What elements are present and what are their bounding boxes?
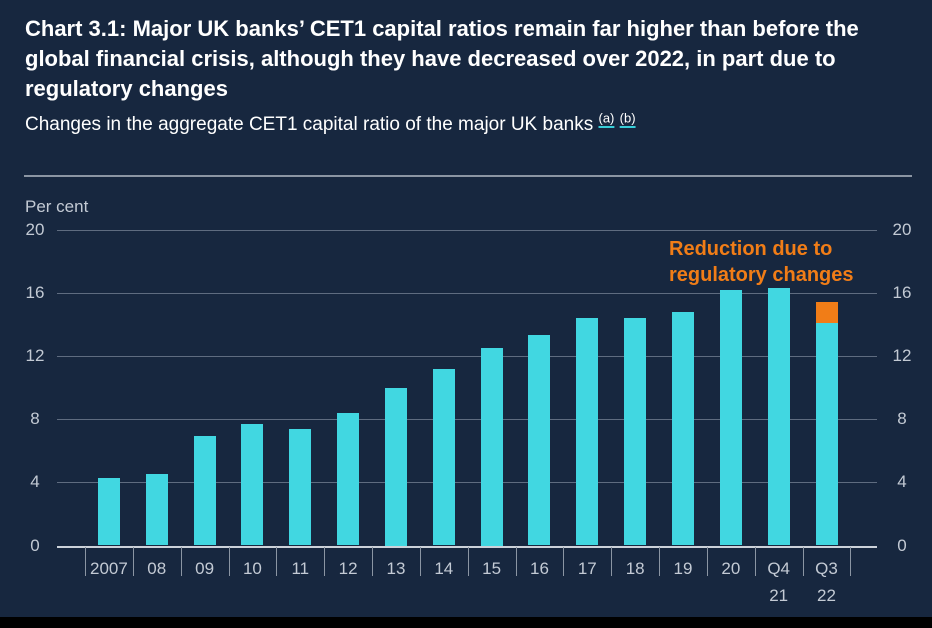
bar-regulatory-segment [815, 302, 838, 323]
chart-subtitle-text: Changes in the aggregate CET1 capital ra… [25, 114, 594, 135]
x-axis-tick-mark [276, 546, 278, 576]
bar-20 [719, 289, 742, 546]
x-axis-tick-label: 18 [625, 559, 645, 578]
bar-16 [528, 335, 551, 546]
gridline [57, 229, 877, 231]
y-axis-tick-label-left: 12 [25, 345, 45, 365]
gridline [57, 355, 877, 357]
x-axis-tick-label: 09 [195, 559, 215, 578]
bottom-bar [0, 617, 932, 628]
y-axis-tick-label-right: 20 [892, 219, 912, 239]
y-axis-tick-label-right: 4 [897, 472, 907, 492]
footnote-link-a[interactable]: (a) [598, 110, 615, 126]
y-axis-tick-label-right: 16 [892, 282, 912, 302]
bar-14 [432, 368, 455, 546]
chart-annotation: Reduction due to regulatory changes [669, 238, 854, 286]
x-axis-tick-mark [419, 546, 421, 576]
x-axis-tick-mark [180, 546, 182, 576]
gridline [57, 482, 877, 484]
x-axis-tick-label: 2007 [90, 559, 128, 578]
y-axis-tick-label-right: 8 [897, 409, 907, 429]
x-axis-tick-label: 17 [577, 559, 597, 578]
x-axis-tick-mark [85, 546, 86, 576]
x-axis-tick-label: 15 [482, 559, 502, 578]
chart-title: Chart 3.1: Major UK banks’ CET1 capital … [25, 16, 859, 101]
bar-11 [289, 428, 312, 546]
x-axis-tick-mark [611, 546, 613, 576]
y-axis-tick-label-left: 16 [25, 282, 45, 302]
bar-19 [672, 311, 694, 546]
bar-12 [337, 412, 360, 546]
gridline [57, 419, 877, 421]
y-axis-tick-label-left: 20 [25, 219, 45, 239]
bar-10 [241, 423, 264, 546]
bar-15 [480, 348, 503, 546]
x-axis-tick-label: 20 [721, 559, 741, 578]
x-axis-tick-mark [850, 546, 852, 576]
x-axis-tick-mark [563, 546, 565, 576]
x-axis-tick-label: 11 [291, 559, 310, 578]
x-axis-tick-label: 19 [673, 559, 693, 578]
y-axis-tick-label-right: 12 [892, 345, 912, 365]
x-axis-line [57, 545, 877, 548]
x-axis-tick-label: Q3 22 [815, 559, 838, 605]
x-axis-tick-label: 10 [242, 559, 262, 578]
gridline [57, 292, 877, 294]
x-axis-tick-mark [706, 546, 708, 576]
bar-2007 [97, 477, 120, 546]
x-axis-tick-label: 12 [338, 559, 358, 578]
footnote-sup-a: (a) [599, 111, 615, 126]
x-axis-tick-mark [324, 546, 326, 576]
y-axis-unit-label: Per cent [25, 197, 89, 216]
x-axis-tick-mark [467, 546, 469, 576]
x-axis-tick-mark [132, 546, 134, 576]
x-axis-tick-mark [372, 546, 374, 576]
x-axis-tick-mark [802, 546, 804, 576]
bar-q3-22 [815, 322, 838, 546]
footnote-sup-b: (b) [620, 111, 636, 126]
y-axis-tick-label-left: 4 [30, 472, 40, 492]
chart-subtitle: Changes in the aggregate CET1 capital ra… [25, 112, 915, 138]
y-axis-tick-label-left: 8 [30, 409, 40, 429]
y-axis-tick-label-right: 0 [897, 535, 907, 555]
bar-08 [145, 474, 168, 546]
x-axis-tick-label: 08 [147, 559, 167, 578]
x-axis-tick-mark [659, 546, 661, 576]
y-axis-tick-label-left: 0 [30, 535, 40, 555]
x-axis-tick-label: Q4 21 [767, 559, 790, 605]
footnote-link-b[interactable]: (b) [619, 110, 636, 126]
x-axis-tick-mark [515, 546, 517, 576]
bar-q4-21 [767, 287, 790, 546]
x-axis-tick-label: 14 [434, 559, 454, 578]
bar-17 [576, 317, 599, 546]
divider-line [24, 175, 912, 177]
x-axis-tick-label: 16 [530, 559, 549, 578]
x-axis-tick-mark [228, 546, 230, 576]
x-axis-tick-label: 13 [386, 559, 406, 578]
bar-09 [193, 436, 216, 546]
bar-18 [624, 317, 647, 546]
bar-13 [384, 387, 407, 546]
x-axis-tick-mark [754, 546, 756, 576]
